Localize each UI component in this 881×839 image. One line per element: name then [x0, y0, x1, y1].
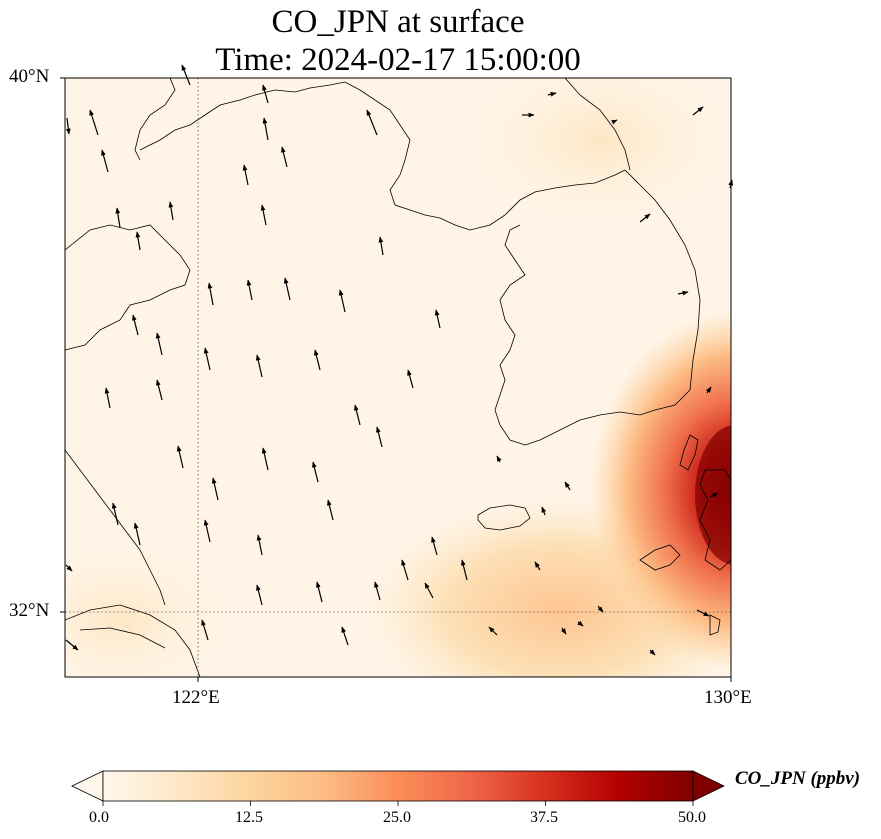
- wind-arrow: [155, 379, 163, 401]
- wind-arrow: [203, 347, 211, 371]
- wind-arrow: [131, 314, 139, 336]
- wind-arrow: [111, 502, 119, 526]
- wind-arrow: [201, 619, 209, 641]
- colorbar-tick-label: 37.5: [530, 809, 558, 826]
- wind-arrow: [677, 290, 689, 296]
- wind-arrow: [431, 536, 438, 556]
- wind-arrow: [434, 309, 441, 329]
- wind-arrow: [561, 627, 567, 635]
- wind-arrow: [341, 626, 349, 646]
- wind-arrow: [311, 461, 319, 483]
- wind-arrow: [260, 204, 267, 226]
- map-title: CO_JPN at surface: [271, 4, 525, 40]
- wind-arrow: [283, 277, 291, 301]
- wind-arrow: [401, 559, 409, 581]
- lon-label-122e: 122°E: [172, 687, 220, 708]
- wind-arrow: [261, 447, 269, 471]
- wind-arrow: [378, 236, 384, 256]
- wind-arrow: [65, 117, 71, 135]
- wind-arrow: [280, 146, 288, 168]
- wind-arrow: [255, 354, 263, 378]
- wind-arrow: [547, 91, 557, 97]
- wind-arrow: [207, 282, 214, 306]
- wind-arrow: [709, 492, 719, 498]
- wind-arrow: [262, 117, 269, 141]
- wind-arrow: [255, 584, 263, 606]
- wind-arrow: [374, 581, 381, 601]
- colorbar-tick-label: 12.5: [235, 809, 263, 826]
- wind-arrow: [65, 564, 73, 572]
- wind-arrow: [649, 649, 656, 656]
- wind-arrow: [315, 581, 323, 603]
- wind-arrow: [181, 64, 191, 86]
- map-time: Time: 2024-02-17 15:00:00: [215, 42, 581, 78]
- map-frame: [64, 77, 732, 678]
- lat-label-40n: 40°N: [9, 66, 50, 87]
- wind-arrow: [534, 561, 541, 571]
- wind-arrow: [242, 164, 249, 186]
- wind-arrow: [366, 109, 378, 136]
- wind-arrow: [338, 289, 346, 313]
- wind-arrow: [176, 445, 184, 469]
- wind-arrow: [246, 279, 253, 301]
- wind-arrow: [611, 119, 618, 125]
- wind-arrow: [313, 349, 321, 371]
- wind-arrow: [262, 84, 269, 104]
- gridlines: [65, 78, 731, 677]
- wind-vectors: [65, 64, 734, 656]
- wind-arrow: [692, 106, 704, 116]
- wind-arrow: [135, 231, 141, 251]
- wind-arrow: [407, 369, 414, 389]
- wind-arrow: [155, 332, 163, 356]
- wind-arrow: [203, 519, 211, 543]
- colorbar-label: CO_JPN (ppbv): [735, 768, 861, 789]
- wind-arrow: [326, 499, 334, 521]
- wind-arrow: [706, 386, 712, 394]
- lon-label-130e: 130°E: [704, 687, 752, 708]
- wind-arrow: [168, 201, 174, 221]
- colorbar: [71, 770, 725, 806]
- wind-arrow: [115, 207, 121, 229]
- wind-arrow: [133, 522, 141, 546]
- lat-label-32n: 32°N: [9, 600, 50, 621]
- wind-arrow: [101, 149, 109, 173]
- wind-arrow: [256, 534, 263, 556]
- wind-arrow: [564, 481, 571, 491]
- wind-arrow: [577, 620, 584, 627]
- wind-arrow: [639, 213, 651, 223]
- colorbar-tick-label: 25.0: [383, 809, 411, 826]
- wind-arrow: [211, 477, 219, 501]
- wind-arrow: [597, 605, 604, 613]
- wind-arrow: [89, 109, 99, 136]
- colorbar-tick-label: 0.0: [89, 809, 109, 826]
- wind-arrow: [541, 506, 547, 516]
- concentration-field: [65, 78, 731, 677]
- wind-arrow: [104, 387, 111, 409]
- wind-arrow: [496, 455, 502, 463]
- wind-arrow: [696, 609, 710, 617]
- colorbar-tick-label: 50.0: [678, 809, 706, 826]
- wind-arrow: [65, 639, 79, 651]
- wind-arrow: [460, 559, 468, 581]
- wind-arrow: [488, 626, 498, 636]
- wind-arrow: [375, 426, 383, 448]
- wind-arrow: [424, 582, 434, 599]
- wind-arrow: [353, 404, 361, 426]
